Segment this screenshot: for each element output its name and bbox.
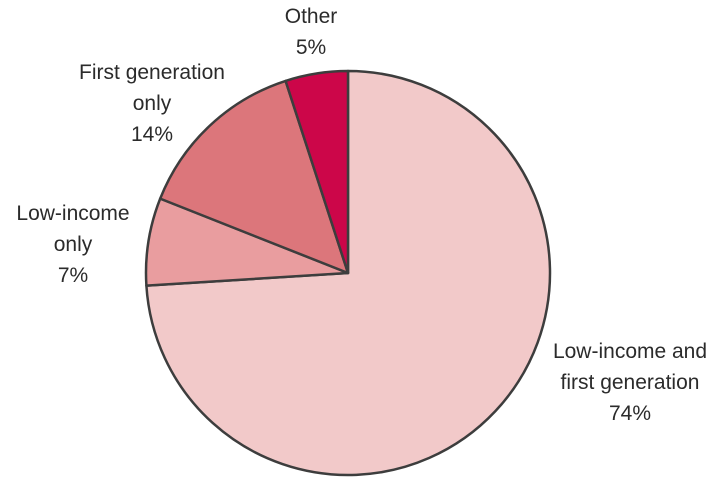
labels-layer: Low-income and first generation 74%Low-inc…	[16, 5, 707, 425]
slice-label-1-line-1: only	[54, 233, 93, 256]
pie-slice-3	[284, 69, 350, 275]
slice-label-1-line-2: 7%	[58, 264, 88, 287]
slice-label-3-line-0: Other	[285, 5, 338, 28]
slice-label-1: Low-income only 7%	[16, 202, 129, 287]
slice-label-0-line-1: first generation	[561, 371, 700, 394]
slice-label-2-line-1: only	[133, 92, 172, 115]
slice-label-0: Low-income and first generation 74%	[553, 340, 707, 425]
slices-layer	[144, 69, 552, 477]
slice-label-2: First generation only 14%	[79, 61, 225, 146]
slice-label-0-line-2: 74%	[609, 402, 651, 425]
slice-label-1-line-0: Low-income	[16, 202, 129, 225]
slice-label-2-line-0: First generation	[79, 61, 225, 84]
slice-label-2-line-2: 14%	[131, 123, 173, 146]
slice-label-0-line-0: Low-income and	[553, 340, 707, 363]
slice-label-3: Other 5%	[285, 5, 338, 59]
slice-label-3-line-1: 5%	[296, 36, 326, 59]
